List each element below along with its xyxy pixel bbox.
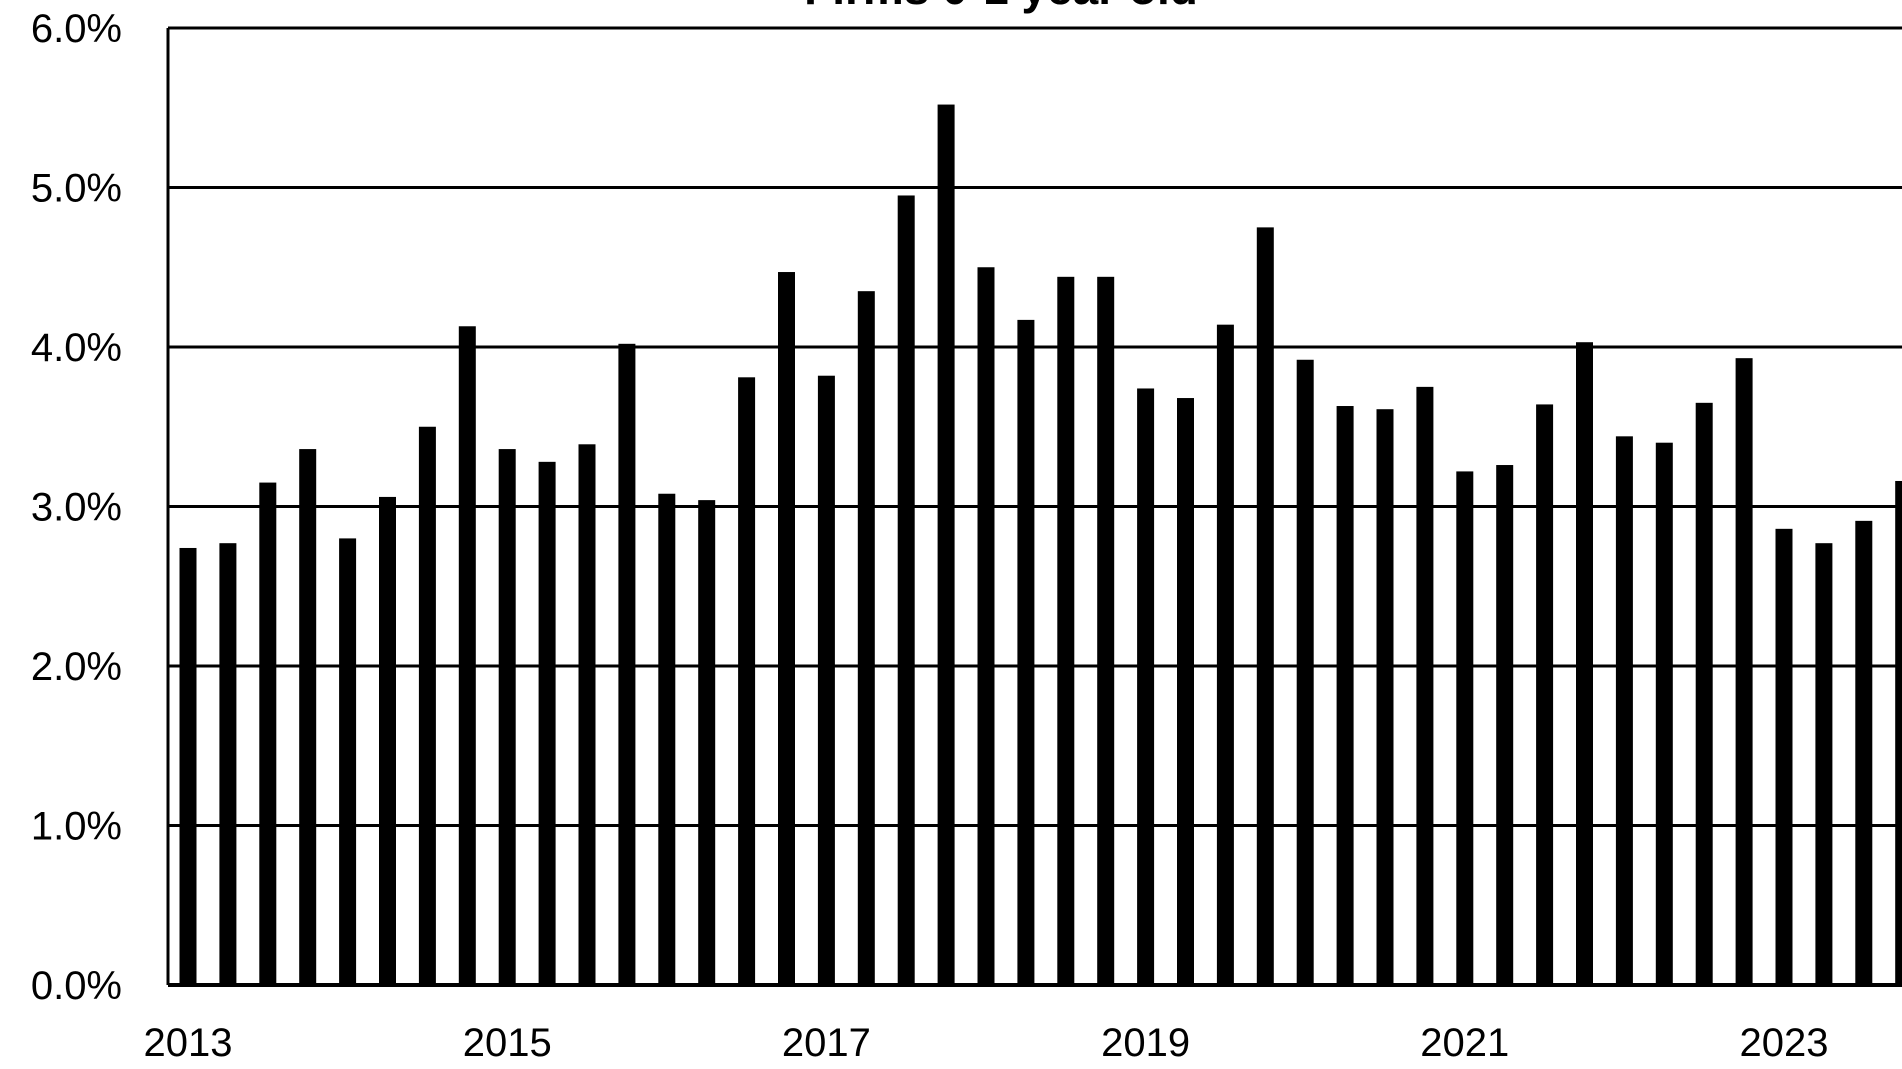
y-tick-label: 6.0%	[31, 7, 122, 51]
bar	[1017, 320, 1034, 985]
x-axis-ticks: 2013 2015 2017 2019 2021 2023	[144, 1021, 1829, 1064]
bar	[898, 195, 915, 985]
bar	[738, 377, 755, 985]
bar	[1576, 342, 1593, 985]
chart-title: Firms 0-1 year old	[804, 0, 1198, 14]
bar	[1337, 406, 1354, 985]
bar	[1536, 404, 1553, 985]
bar	[818, 376, 835, 985]
y-axis-ticks: 0.0% 1.0% 2.0% 3.0% 4.0% 5.0% 6.0%	[31, 7, 122, 1008]
x-tick-label: 2017	[782, 1021, 871, 1064]
bar	[539, 462, 556, 985]
bar	[1177, 398, 1194, 985]
y-tick-label: 0.0%	[31, 964, 122, 1008]
bar	[379, 497, 396, 985]
bar	[1297, 360, 1314, 985]
bar	[1416, 387, 1433, 985]
bar	[1097, 277, 1114, 985]
bar	[459, 326, 476, 985]
bar	[1855, 521, 1872, 985]
bar	[978, 267, 995, 985]
bar	[1377, 409, 1394, 985]
x-tick-label: 2023	[1740, 1021, 1829, 1064]
x-tick-label: 2015	[463, 1021, 552, 1064]
bar	[658, 494, 675, 985]
bar	[1257, 227, 1274, 985]
bar	[219, 543, 236, 985]
y-tick-label: 2.0%	[31, 645, 122, 689]
bar	[259, 483, 276, 985]
bar	[1736, 358, 1753, 985]
bar	[1656, 443, 1673, 985]
bars	[180, 105, 1902, 985]
bar	[698, 500, 715, 985]
bar	[1496, 465, 1513, 985]
y-tick-label: 1.0%	[31, 805, 122, 849]
bar	[1456, 471, 1473, 985]
bar	[938, 105, 955, 985]
bar	[299, 449, 316, 985]
bar	[419, 427, 436, 985]
bar	[499, 449, 516, 985]
bar	[618, 344, 635, 985]
x-tick-label: 2021	[1420, 1021, 1509, 1064]
y-tick-label: 4.0%	[31, 326, 122, 370]
bar	[1696, 403, 1713, 985]
bar	[1217, 325, 1234, 985]
y-tick-label: 3.0%	[31, 486, 122, 530]
bar	[1815, 543, 1832, 985]
bar	[180, 548, 197, 985]
bar	[778, 272, 795, 985]
bar	[858, 291, 875, 985]
x-tick-label: 2013	[144, 1021, 233, 1064]
bar	[1776, 529, 1793, 985]
x-tick-label: 2019	[1101, 1021, 1190, 1064]
bar	[1616, 436, 1633, 985]
bar	[1137, 388, 1154, 985]
bar	[579, 444, 596, 985]
bar	[1057, 277, 1074, 985]
bar	[1895, 481, 1902, 985]
y-tick-label: 5.0%	[31, 167, 122, 211]
bar	[339, 538, 356, 985]
